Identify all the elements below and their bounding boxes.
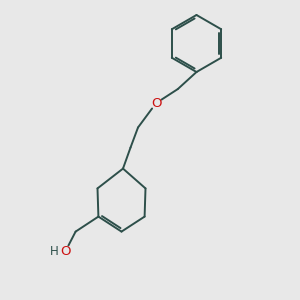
Text: O: O xyxy=(151,97,161,110)
Text: H: H xyxy=(50,245,59,258)
Text: O: O xyxy=(60,245,71,258)
